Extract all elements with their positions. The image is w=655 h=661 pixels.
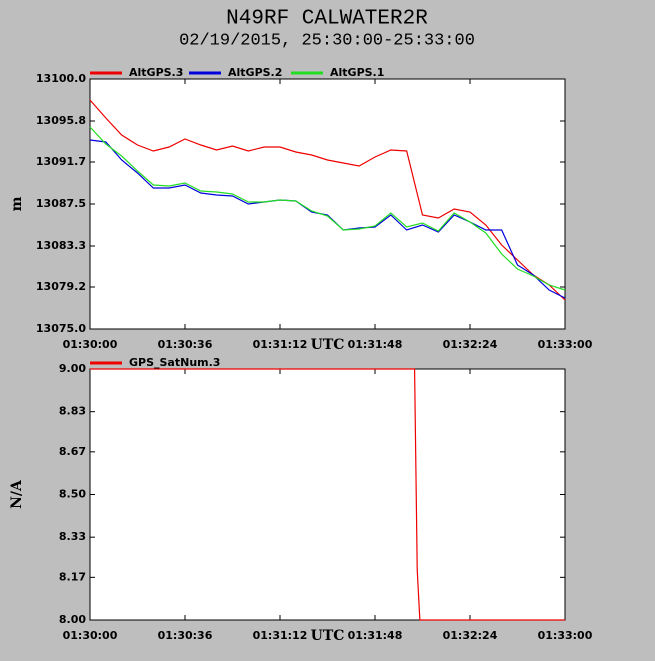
- x-tick-label: 01:30:36: [158, 338, 213, 351]
- plot-area: [89, 368, 566, 621]
- y-tick-label: 13091.7: [36, 155, 86, 168]
- x-axis-label: UTC: [311, 628, 345, 644]
- y-tick-label: 13075.0: [36, 322, 86, 335]
- series-line: [89, 99, 566, 301]
- y-tick-label: 13083.3: [36, 239, 86, 252]
- series-line: [90, 368, 565, 621]
- series-line: [89, 139, 566, 299]
- legend-label: AltGPS.2: [228, 66, 282, 79]
- y-tick-label: 8.17: [59, 570, 86, 583]
- y-tick-label: 13087.5: [36, 197, 86, 210]
- y-tick-label: 8.67: [59, 445, 86, 458]
- legend-label: GPS_SatNum.3: [129, 356, 220, 369]
- y-tick-label: 13095.8: [36, 114, 86, 127]
- x-tick-label: 01:33:00: [538, 629, 593, 642]
- legend-label: AltGPS.1: [330, 66, 384, 79]
- y-axis-label: m: [9, 196, 25, 211]
- y-tick-label: 9.00: [59, 362, 86, 375]
- x-tick-label: 01:32:24: [443, 338, 498, 351]
- x-tick-label: 01:31:12: [253, 338, 308, 351]
- chart-title: N49RF CALWATER2R: [226, 8, 428, 31]
- plot-area: [89, 78, 566, 330]
- y-tick-label: 8.83: [59, 405, 86, 418]
- chart-subtitle: 02/19/2015, 25:30:00-25:33:00: [179, 31, 475, 50]
- x-tick-label: 01:32:24: [443, 629, 498, 642]
- x-tick-label: 01:30:00: [63, 338, 118, 351]
- y-tick-label: 13079.2: [36, 280, 86, 293]
- x-axis-label: UTC: [311, 337, 345, 353]
- x-tick-label: 01:31:48: [348, 629, 403, 642]
- y-tick-label: 8.33: [59, 530, 86, 543]
- y-tick-label: 13100.0: [36, 72, 86, 85]
- x-tick-label: 01:30:36: [158, 629, 213, 642]
- y-axis-label: N/A: [9, 479, 25, 509]
- legend-label: AltGPS.3: [129, 66, 183, 79]
- x-tick-label: 01:31:12: [253, 629, 308, 642]
- x-tick-label: 01:31:48: [348, 338, 403, 351]
- y-tick-label: 8.50: [59, 488, 86, 501]
- y-tick-label: 8.00: [59, 613, 86, 626]
- x-tick-label: 01:33:00: [538, 338, 593, 351]
- series-line: [89, 126, 566, 291]
- x-tick-label: 01:30:00: [63, 629, 118, 642]
